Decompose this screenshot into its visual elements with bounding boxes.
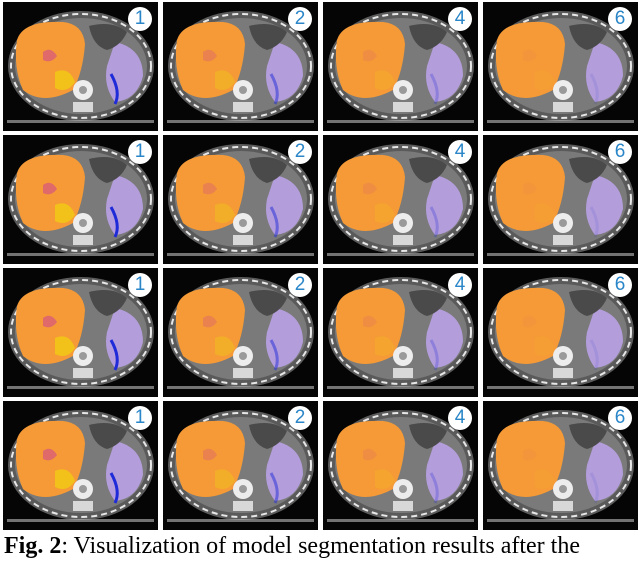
ct-slice-panel: 2 — [163, 268, 318, 397]
ct-scan-image — [7, 144, 154, 256]
iteration-badge: 2 — [288, 273, 312, 297]
iteration-badge: 6 — [608, 406, 632, 430]
ct-slice-panel: 4 — [323, 2, 478, 131]
iteration-badge: 2 — [288, 406, 312, 430]
ct-scan-image — [7, 410, 154, 522]
iteration-badge: 1 — [128, 406, 152, 430]
iteration-badge: 6 — [608, 7, 632, 31]
ct-slice-panel: 2 — [163, 401, 318, 530]
ct-slice-panel: 4 — [323, 268, 478, 397]
ct-scan-image — [487, 11, 634, 123]
figure-caption-text: : Visualization of model segmentation re… — [61, 533, 580, 559]
ct-scan-image — [7, 277, 154, 389]
iteration-badge: 1 — [128, 273, 152, 297]
ct-slice-panel: 2 — [163, 135, 318, 264]
iteration-badge: 4 — [448, 406, 472, 430]
ct-slice-panel: 1 — [3, 2, 158, 131]
iteration-badge: 4 — [448, 7, 472, 31]
iteration-badge: 4 — [448, 273, 472, 297]
ct-scan-image — [487, 144, 634, 256]
ct-scan-image — [487, 410, 634, 522]
ct-slice-panel: 1 — [3, 268, 158, 397]
iteration-badge: 1 — [128, 7, 152, 31]
segmentation-figure-grid: 1 2 4 6 1 2 4 6 1 2 4 6 1 2 4 6 — [3, 2, 638, 530]
iteration-badge: 2 — [288, 140, 312, 164]
ct-scan-image — [167, 144, 314, 256]
ct-slice-panel: 4 — [323, 135, 478, 264]
figure-caption: Fig. 2: Visualization of model segmentat… — [4, 532, 638, 560]
figure-label: Fig. 2 — [4, 533, 62, 559]
ct-slice-panel: 1 — [3, 135, 158, 264]
iteration-badge: 1 — [128, 140, 152, 164]
ct-slice-panel: 2 — [163, 2, 318, 131]
ct-slice-panel: 6 — [483, 401, 638, 530]
ct-scan-image — [7, 11, 154, 123]
ct-scan-image — [167, 11, 314, 123]
ct-scan-image — [327, 277, 474, 389]
ct-scan-image — [327, 410, 474, 522]
iteration-badge: 4 — [448, 140, 472, 164]
iteration-badge: 6 — [608, 273, 632, 297]
ct-slice-panel: 6 — [483, 2, 638, 131]
ct-scan-image — [327, 144, 474, 256]
ct-slice-panel: 6 — [483, 135, 638, 264]
iteration-badge: 6 — [608, 140, 632, 164]
ct-scan-image — [327, 11, 474, 123]
iteration-badge: 2 — [288, 7, 312, 31]
ct-slice-panel: 4 — [323, 401, 478, 530]
ct-scan-image — [167, 410, 314, 522]
ct-slice-panel: 6 — [483, 268, 638, 397]
ct-slice-panel: 1 — [3, 401, 158, 530]
ct-scan-image — [487, 277, 634, 389]
ct-scan-image — [167, 277, 314, 389]
